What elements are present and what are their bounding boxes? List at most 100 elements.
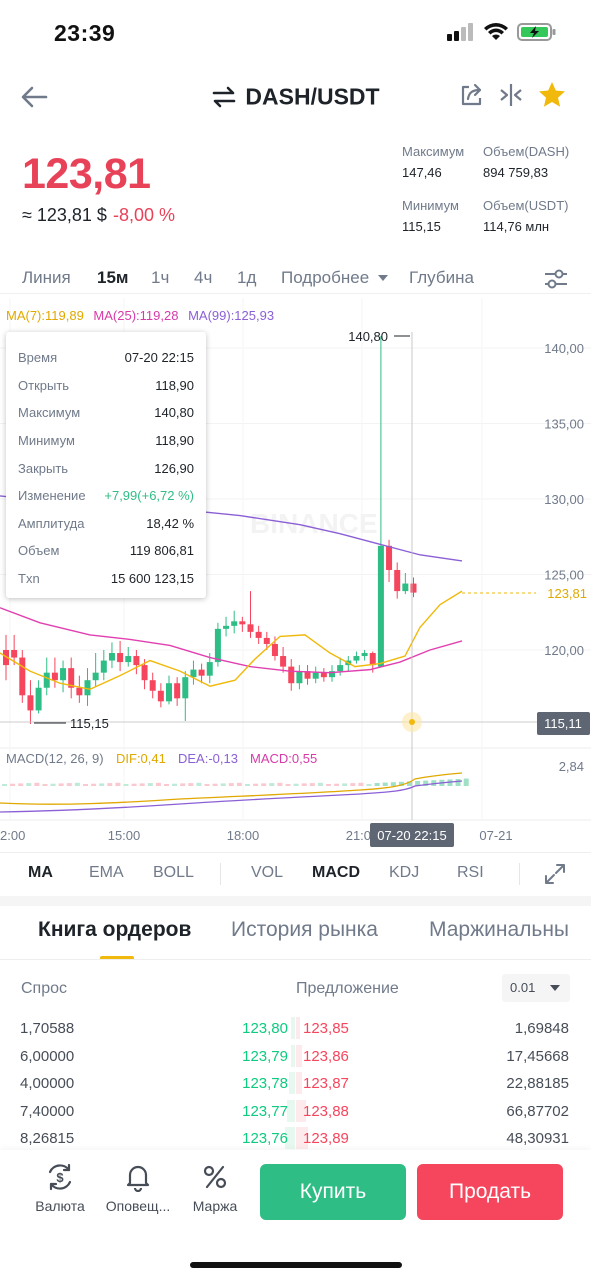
macd-histogram-bar: [123, 784, 129, 786]
ma99-label: MA(99):125,93: [188, 308, 275, 323]
share-icon[interactable]: [459, 82, 485, 108]
order-book-row[interactable]: 8,26815 123,76 123,89 48,30931: [0, 1124, 591, 1152]
interval-tabs: Линия 15м 1ч 4ч 1д Подробнее Глубина: [0, 262, 591, 294]
candle-body: [182, 677, 189, 699]
candle-body: [174, 683, 181, 699]
candle-body: [247, 624, 254, 632]
candle-body: [239, 621, 246, 625]
margin-button[interactable]: Маржа: [175, 1162, 255, 1214]
stat-label: Объем(DASH): [483, 144, 570, 159]
candle-body: [214, 628, 221, 663]
bell-icon: [126, 1165, 150, 1192]
tab-order-book[interactable]: Книга ордеров: [38, 918, 192, 941]
tab-boll[interactable]: BOLL: [153, 864, 194, 881]
dea-line: [0, 780, 463, 813]
y-tick-label: 130,00: [544, 492, 584, 507]
candle-body: [35, 687, 42, 711]
macd-histogram-bar: [212, 783, 218, 786]
chart-annotations: 140,80 115,15 123,81 115,11: [0, 329, 590, 820]
macd-histogram-bar: [18, 783, 24, 786]
tab-line[interactable]: Линия: [22, 268, 71, 287]
order-book-row[interactable]: 7,40000 123,77 123,88 66,87702: [0, 1097, 591, 1125]
ma25-line: [0, 607, 463, 674]
tab-1d[interactable]: 1д: [237, 268, 257, 287]
candle-body: [361, 653, 368, 657]
tab-vol[interactable]: VOL: [251, 864, 284, 881]
usd-equivalent: ≈ 123,81 $: [22, 205, 107, 225]
candle-body: [369, 653, 376, 666]
back-button[interactable]: [18, 80, 52, 114]
order-book-row[interactable]: 4,00000 123,78 123,87 22,88185: [0, 1069, 591, 1097]
macd-histogram-bar: [139, 783, 145, 786]
tab-margin[interactable]: Маржинальны: [429, 918, 570, 941]
sell-button[interactable]: Продать: [417, 1164, 563, 1220]
macd-histogram-bar: [390, 782, 396, 786]
macd-histogram-bar: [269, 783, 275, 786]
macd-histogram-bar: [309, 783, 315, 786]
candle-body: [11, 650, 18, 658]
bid-depth-bar: [285, 1127, 295, 1150]
ma7-label: MA(7):119,89: [6, 308, 84, 323]
favorite-star-icon[interactable]: [537, 80, 567, 110]
tooltip-row: Изменение +7,99(+6,72 %): [18, 488, 194, 504]
chart-settings-icon[interactable]: [543, 268, 569, 290]
candlestick-chart[interactable]: BINANCE 140,80 115,15 123,81 115,11 MACD(12…: [0, 298, 591, 850]
order-book-row[interactable]: 1,70588 123,80 123,85 1,69848: [0, 1014, 591, 1042]
fullscreen-icon[interactable]: [543, 862, 567, 886]
currency-button[interactable]: $ Валюта: [20, 1162, 100, 1214]
candle-body: [166, 683, 172, 702]
tab-ma[interactable]: MA: [28, 864, 53, 881]
order-book-row[interactable]: 6,00000 123,79 123,86 17,45668: [0, 1042, 591, 1070]
ask-depth-bar: [296, 1044, 302, 1067]
tab-ema[interactable]: EMA: [89, 864, 124, 881]
candle-body: [329, 671, 335, 678]
candle-tooltip: Время 07-20 22:15 Открыть 118,90 Максимум 1…: [6, 332, 206, 598]
macd-histogram-bar: [407, 781, 412, 786]
macd-histogram-bar: [26, 783, 32, 786]
signal-icon: [447, 23, 473, 41]
precision-select[interactable]: 0.01: [502, 974, 570, 1002]
crosshair-time-tag: [370, 823, 454, 847]
x-tick-label: 2:00: [0, 828, 25, 843]
macd-histogram-bar: [188, 783, 194, 786]
candle-body: [394, 569, 401, 592]
divider: [220, 863, 221, 885]
tab-depth[interactable]: Глубина: [409, 268, 474, 287]
macd-histogram-bar: [236, 782, 242, 786]
macd-histogram-bar: [350, 783, 356, 786]
stats-col-1: Максимум 147,46 Минимум 115,15: [402, 144, 464, 252]
tab-1h[interactable]: 1ч: [151, 268, 170, 287]
macd-histogram-bar: [366, 784, 372, 786]
macd-histogram-bar: [317, 782, 323, 786]
stat-value: 147,46: [402, 165, 442, 180]
nav-bar: DASH/USDT: [0, 70, 591, 124]
candle-body: [157, 690, 164, 702]
arrow-left-icon: [21, 86, 48, 108]
crosshair-time-label: 07-20 22:15: [377, 828, 446, 843]
stat-label: Минимум: [402, 198, 459, 213]
tab-more[interactable]: Подробнее: [281, 268, 389, 288]
macd-histogram-bar: [204, 784, 210, 786]
ask-depth-bar: [296, 1127, 308, 1150]
tab-rsi[interactable]: RSI: [457, 864, 484, 881]
alerts-button[interactable]: Оповещ...: [98, 1162, 178, 1214]
buy-button[interactable]: Купить: [260, 1164, 406, 1220]
candle-body: [410, 583, 417, 593]
tab-market-history[interactable]: История рынка: [231, 918, 378, 941]
macd-histogram-bar: [58, 783, 64, 786]
tab-15m[interactable]: 15м: [97, 268, 129, 287]
chart-split-icon[interactable]: [499, 82, 523, 108]
tab-kdj[interactable]: KDJ: [389, 864, 420, 881]
margin-label: Маржа: [192, 1198, 238, 1214]
macd-histogram-bar: [42, 784, 48, 786]
tab-macd[interactable]: MACD: [312, 864, 360, 881]
candle-body: [108, 653, 115, 661]
dif-line: [0, 772, 463, 805]
tab-4h[interactable]: 4ч: [194, 268, 213, 287]
home-indicator: [190, 1262, 402, 1268]
pair-switcher[interactable]: DASH/USDT: [0, 82, 591, 110]
order-book: 1,70588 123,80 123,85 1,69848 6,00000 12…: [0, 1014, 591, 1152]
macd-histogram-bar: [285, 784, 291, 786]
macd-histogram-bar: [91, 783, 97, 786]
candle-body: [43, 672, 50, 688]
